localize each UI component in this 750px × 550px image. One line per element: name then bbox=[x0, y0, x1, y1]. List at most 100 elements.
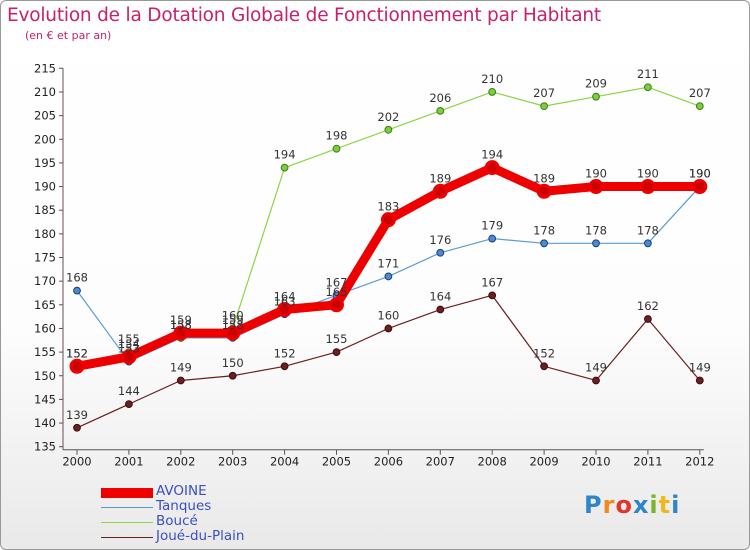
data-label: 164 bbox=[274, 290, 296, 304]
axes: 135 140 145 150 155 160 165 170 175 180 185 190 195 2… bbox=[34, 61, 714, 468]
data-point bbox=[540, 102, 548, 111]
data-point bbox=[640, 179, 656, 195]
x-tick-label: 2010 bbox=[581, 455, 610, 469]
data-point bbox=[228, 371, 237, 380]
data-point bbox=[644, 315, 652, 323]
x-tick-label: 2011 bbox=[633, 455, 662, 469]
y-tick-label: 165 bbox=[34, 298, 56, 312]
data-point bbox=[176, 376, 185, 385]
y-tick-label: 205 bbox=[34, 109, 56, 123]
data-label: 176 bbox=[429, 233, 451, 247]
y-tick-label: 210 bbox=[34, 85, 56, 99]
data-label: 139 bbox=[66, 408, 88, 422]
x-tick-label: 2005 bbox=[322, 455, 351, 469]
x-tick-label: 2001 bbox=[114, 455, 143, 469]
data-label: 198 bbox=[326, 129, 348, 143]
data-label: 168 bbox=[66, 271, 88, 285]
data-label: 163 bbox=[274, 294, 296, 308]
y-tick-label: 160 bbox=[34, 321, 56, 335]
data-point bbox=[332, 348, 341, 357]
y-tick-label: 200 bbox=[34, 132, 56, 146]
data-label: 194 bbox=[481, 148, 503, 162]
data-label: 194 bbox=[274, 148, 296, 162]
data-label: 178 bbox=[533, 223, 555, 237]
data-point bbox=[644, 239, 652, 248]
data-label: 153 bbox=[118, 342, 140, 356]
data-point bbox=[384, 125, 393, 134]
data-label: 167 bbox=[326, 275, 348, 289]
proxiti-logo: Proxiti bbox=[584, 491, 681, 519]
data-point bbox=[592, 92, 600, 101]
data-point bbox=[592, 376, 600, 385]
y-tick-label: 145 bbox=[34, 392, 56, 406]
data-label: 158 bbox=[170, 318, 192, 332]
data-point bbox=[488, 234, 497, 243]
data-label: 162 bbox=[637, 299, 659, 313]
data-label: 150 bbox=[222, 356, 244, 370]
data-label: 152 bbox=[66, 346, 88, 360]
data-label: 167 bbox=[481, 275, 503, 289]
y-tick-label: 175 bbox=[34, 251, 56, 265]
y-tick-label: 190 bbox=[34, 180, 56, 194]
data-point bbox=[436, 106, 445, 115]
data-label: 149 bbox=[689, 360, 711, 374]
y-tick-label: 170 bbox=[34, 274, 56, 288]
data-point bbox=[488, 88, 497, 96]
legend-label: AVOINE bbox=[156, 483, 207, 499]
data-point bbox=[484, 160, 500, 176]
data-point bbox=[384, 272, 393, 281]
data-label: 183 bbox=[377, 200, 399, 214]
data-label: 165 bbox=[326, 285, 348, 299]
data-point bbox=[280, 163, 289, 172]
data-label: 206 bbox=[429, 91, 451, 105]
data-point bbox=[73, 286, 81, 295]
legend-swatch bbox=[101, 521, 153, 524]
y-tick-label: 140 bbox=[34, 416, 56, 430]
x-tick-label: 2009 bbox=[529, 455, 558, 469]
y-tick-label: 185 bbox=[34, 203, 56, 217]
data-point bbox=[69, 358, 85, 374]
legend-label: Boucé bbox=[156, 513, 198, 529]
data-label: 152 bbox=[66, 346, 88, 360]
y-tick-label: 150 bbox=[34, 369, 56, 383]
data-label: 164 bbox=[429, 290, 451, 304]
series-group bbox=[69, 83, 708, 432]
data-label: 152 bbox=[533, 346, 555, 360]
data-label: 190 bbox=[585, 167, 607, 181]
data-label: 178 bbox=[637, 223, 659, 237]
data-label: 149 bbox=[585, 360, 607, 374]
data-label: 190 bbox=[637, 167, 659, 181]
data-point bbox=[125, 400, 133, 409]
y-tick-label: 180 bbox=[34, 227, 56, 241]
x-tick-label: 2007 bbox=[426, 455, 455, 469]
data-point bbox=[329, 297, 344, 313]
data-label: 171 bbox=[377, 256, 399, 270]
data-label: 202 bbox=[377, 110, 399, 124]
data-label: 207 bbox=[533, 86, 555, 100]
data-label: 158 bbox=[170, 318, 192, 332]
data-point bbox=[432, 183, 448, 199]
legend-label: Joué-du-Plain bbox=[156, 528, 245, 544]
data-point bbox=[380, 212, 396, 228]
data-label: 144 bbox=[118, 384, 140, 398]
data-label: 159 bbox=[222, 313, 244, 327]
data-label: 190 bbox=[689, 167, 711, 181]
data-label: 210 bbox=[481, 72, 503, 86]
data-label: 209 bbox=[585, 77, 607, 91]
data-point bbox=[536, 183, 552, 199]
legend-swatch bbox=[101, 506, 153, 509]
data-label: 152 bbox=[274, 346, 296, 360]
x-tick-label: 2003 bbox=[218, 455, 247, 469]
data-label: 159 bbox=[170, 313, 192, 327]
x-tick-label: 2002 bbox=[166, 455, 195, 469]
data-label: 179 bbox=[481, 219, 503, 233]
y-tick-label: 215 bbox=[34, 61, 56, 75]
x-tick-label: 2004 bbox=[270, 455, 299, 469]
legend-label: Tanques bbox=[156, 498, 212, 514]
data-point bbox=[173, 325, 189, 341]
data-point bbox=[692, 179, 708, 195]
data-label: 149 bbox=[170, 360, 192, 374]
legend-swatch bbox=[101, 536, 153, 539]
